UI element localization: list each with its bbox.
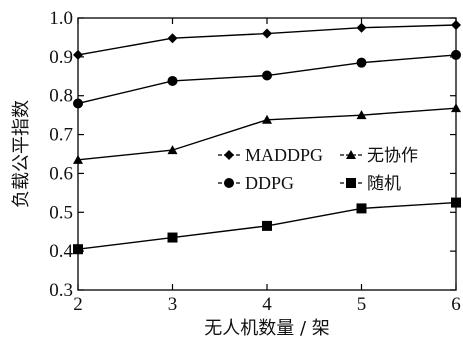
data-point bbox=[356, 57, 367, 68]
data-point bbox=[73, 49, 83, 60]
data-point bbox=[262, 28, 272, 39]
data-point bbox=[262, 220, 272, 231]
y-tick-label: 0.7 bbox=[49, 125, 73, 146]
data-point bbox=[451, 19, 461, 30]
data-point bbox=[262, 70, 272, 81]
series-1 bbox=[73, 19, 461, 60]
data-point bbox=[451, 197, 461, 208]
data-point bbox=[167, 75, 178, 86]
legend-label: 无协作 bbox=[367, 146, 418, 166]
legend: MADDPG 无协作 DDPG 随机 bbox=[218, 145, 418, 194]
legend-marker bbox=[224, 150, 234, 160]
y-tick-label: 0.9 bbox=[49, 47, 73, 68]
y-axis-label: 负载公平指数 bbox=[11, 100, 32, 208]
legend-entry: DDPG bbox=[218, 173, 294, 193]
legend-label: 随机 bbox=[367, 174, 401, 194]
x-tick-label: 2 bbox=[73, 294, 83, 315]
series-4 bbox=[73, 197, 461, 255]
data-point bbox=[262, 114, 272, 124]
data-point bbox=[167, 145, 178, 155]
data-point bbox=[167, 33, 178, 44]
data-point bbox=[356, 203, 367, 214]
y-tick-label: 1.0 bbox=[49, 8, 73, 29]
x-tick-label: 6 bbox=[451, 294, 461, 315]
y-tick-label: 0.5 bbox=[49, 202, 73, 223]
x-tick-label: 4 bbox=[262, 294, 272, 315]
y-tick-label: 0.8 bbox=[49, 86, 73, 107]
legend-marker bbox=[346, 178, 356, 188]
legend-entry: 随机 bbox=[340, 174, 401, 194]
legend-marker bbox=[346, 150, 356, 159]
data-point bbox=[167, 232, 178, 243]
data-point bbox=[451, 103, 461, 113]
y-tick-label: 0.4 bbox=[49, 241, 73, 262]
tick-layer: 0.3 0.4 0.5 0.6 0.7 0.8 0.9 1.0 2 3 4 5 6 bbox=[49, 8, 461, 315]
x-tick-label: 3 bbox=[168, 294, 178, 315]
data-point bbox=[73, 154, 83, 164]
series-3 bbox=[73, 49, 461, 109]
data-point bbox=[451, 49, 461, 60]
data-point bbox=[73, 98, 83, 109]
legend-marker bbox=[224, 178, 234, 188]
data-point bbox=[73, 244, 83, 255]
legend-entry: MADDPG bbox=[218, 145, 323, 165]
series-2 bbox=[73, 103, 461, 164]
legend-label: DDPG bbox=[245, 173, 294, 193]
data-point bbox=[356, 22, 367, 33]
data-point bbox=[356, 110, 367, 120]
legend-label: MADDPG bbox=[245, 145, 323, 165]
y-tick-label: 0.6 bbox=[49, 163, 73, 184]
x-tick-label: 5 bbox=[357, 294, 367, 315]
series-layer bbox=[73, 19, 461, 255]
x-axis-label: 无人机数量 / 架 bbox=[204, 318, 330, 339]
y-tick-label: 0.3 bbox=[49, 280, 73, 301]
legend-entry: 无协作 bbox=[340, 146, 418, 166]
